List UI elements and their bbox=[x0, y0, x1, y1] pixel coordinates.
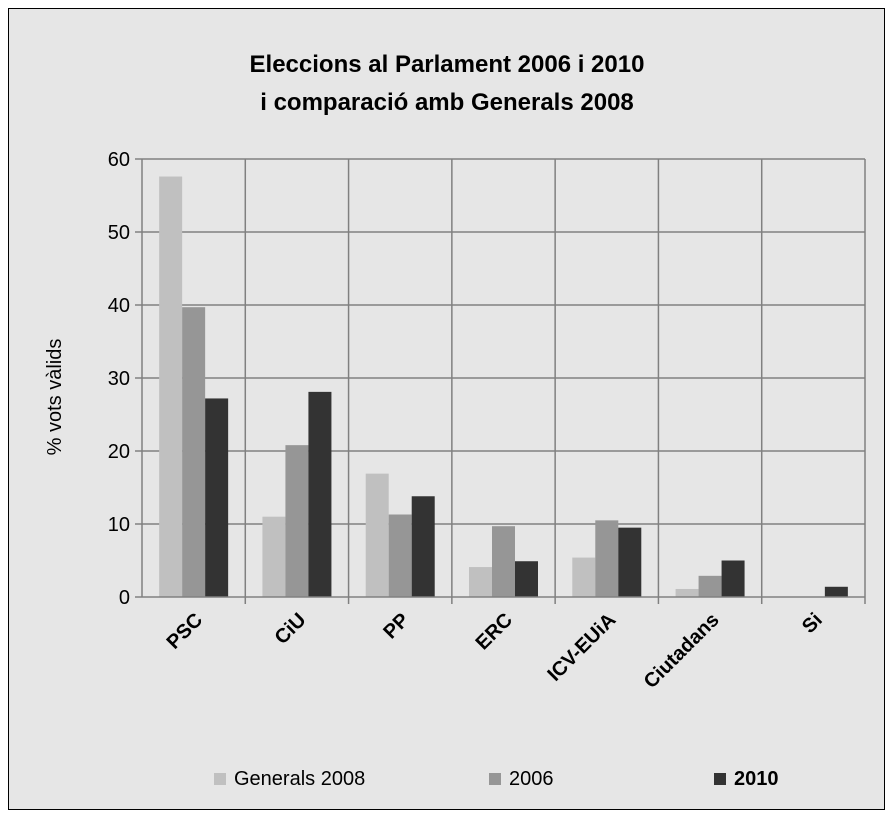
x-tick-label: Ciutadans bbox=[640, 609, 724, 693]
bar bbox=[675, 588, 699, 597]
y-tick-labels: 0 10 20 30 40 50 60 bbox=[108, 149, 130, 609]
bar bbox=[262, 516, 286, 597]
y-tick-label: 60 bbox=[108, 149, 130, 171]
bar bbox=[159, 176, 183, 597]
legend-swatch bbox=[489, 773, 501, 785]
y-tick-label: 40 bbox=[108, 295, 130, 317]
bar bbox=[285, 445, 309, 597]
bar bbox=[572, 557, 596, 597]
legend-label: 2006 bbox=[509, 768, 554, 790]
legend-swatch bbox=[714, 773, 726, 785]
x-tick-labels: PSC CiU PP ERC ICV-EUiA Ciutadans Si bbox=[163, 609, 827, 693]
chart-title-line-2: i comparació amb Generals 2008 bbox=[260, 89, 634, 116]
bar bbox=[492, 526, 515, 597]
bar bbox=[411, 496, 435, 597]
chart-title-line-1: Eleccions al Parlament 2006 i 2010 bbox=[250, 51, 645, 78]
y-axis-label: % vots vàlids bbox=[44, 339, 66, 456]
chart-title: Eleccions al Parlament 2006 i 2010 i com… bbox=[250, 51, 645, 116]
bar bbox=[388, 514, 412, 597]
x-tick-label: CiU bbox=[271, 609, 311, 649]
bar bbox=[365, 473, 389, 597]
axes bbox=[135, 158, 866, 604]
y-tick-label: 10 bbox=[108, 514, 130, 536]
bar-chart: Eleccions al Parlament 2006 i 2010 i com… bbox=[44, 51, 866, 790]
x-tick-label: ICV-EUiA bbox=[543, 609, 620, 686]
y-tick-label: 20 bbox=[108, 441, 130, 463]
bar bbox=[182, 307, 206, 597]
chart-frame: Eleccions al Parlament 2006 i 2010 i com… bbox=[8, 8, 885, 810]
bar bbox=[205, 398, 229, 597]
x-tick-label: PSC bbox=[163, 609, 208, 654]
legend: Generals 2008 2006 2010 bbox=[214, 768, 779, 790]
bar bbox=[824, 586, 848, 597]
bar bbox=[469, 567, 492, 597]
x-tick-label: PP bbox=[379, 609, 413, 643]
legend-label: 2010 bbox=[734, 768, 779, 790]
y-tick-label: 50 bbox=[108, 222, 130, 244]
x-tick-label: Si bbox=[798, 609, 827, 638]
legend-swatch bbox=[214, 773, 226, 785]
bar bbox=[595, 520, 619, 597]
bars bbox=[159, 176, 848, 597]
bar bbox=[515, 561, 538, 597]
y-tick-label: 0 bbox=[119, 587, 130, 609]
y-tick-label: 30 bbox=[108, 368, 130, 390]
bar bbox=[618, 527, 642, 597]
x-tick-label: ERC bbox=[472, 609, 517, 654]
legend-label: Generals 2008 bbox=[234, 768, 365, 790]
bar bbox=[721, 560, 745, 597]
bar bbox=[308, 391, 332, 597]
bar bbox=[698, 575, 722, 597]
